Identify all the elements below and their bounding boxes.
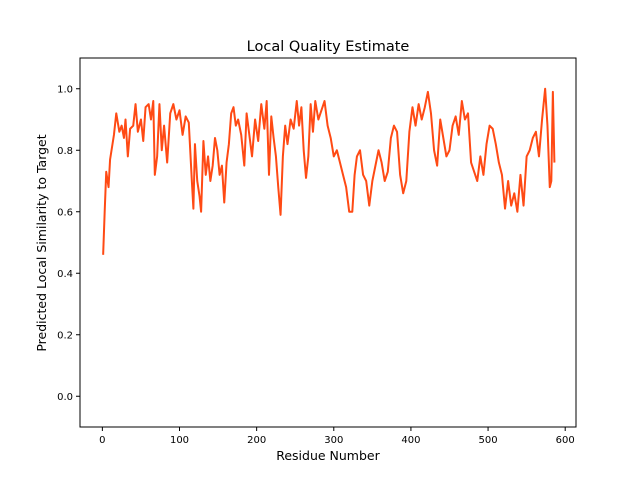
y-tick-label: 0.8 bbox=[57, 146, 73, 157]
chart-title: Local Quality Estimate bbox=[247, 39, 410, 55]
x-tick-label: 100 bbox=[170, 435, 189, 446]
x-tick-label: 200 bbox=[247, 435, 266, 446]
y-tick-label: 0.2 bbox=[57, 330, 73, 341]
x-axis-label: Residue Number bbox=[276, 448, 380, 463]
x-tick-label: 500 bbox=[479, 435, 498, 446]
y-tick-label: 0.6 bbox=[57, 207, 73, 218]
x-tick-label: 0 bbox=[99, 435, 105, 446]
x-tick-label: 400 bbox=[401, 435, 420, 446]
y-tick-label: 0.0 bbox=[57, 392, 73, 403]
x-tick-label: 600 bbox=[556, 435, 575, 446]
y-axis-label: Predicted Local Similarity to Target bbox=[34, 134, 49, 351]
y-tick-label: 0.4 bbox=[57, 269, 73, 280]
x-tick-label: 300 bbox=[324, 435, 343, 446]
y-tick-label: 1.0 bbox=[57, 84, 73, 95]
quality-line bbox=[102, 87, 556, 255]
plot-frame bbox=[79, 57, 577, 428]
